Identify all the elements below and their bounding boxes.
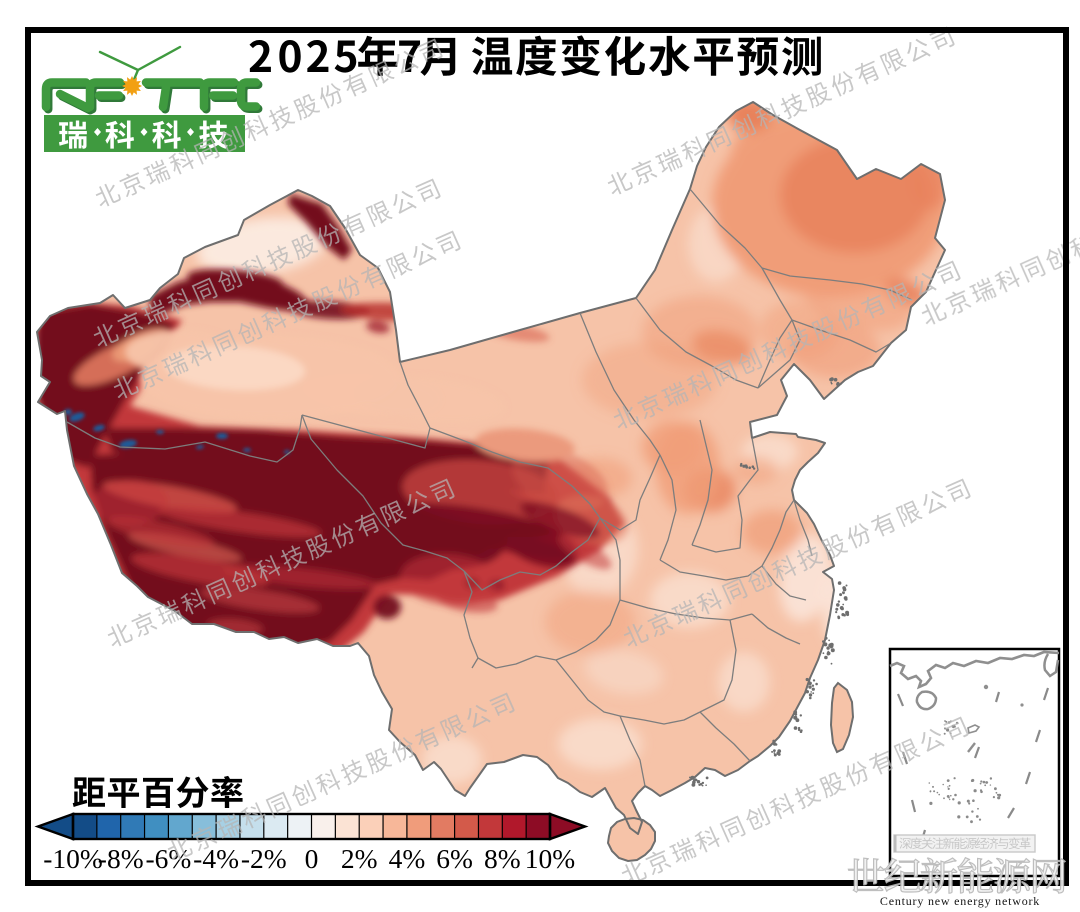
svg-text:8%: 8% (484, 843, 521, 874)
svg-text:-6%: -6% (145, 843, 191, 874)
svg-text:-2%: -2% (241, 843, 287, 874)
svg-text:4%: 4% (389, 843, 426, 874)
svg-text:6%: 6% (436, 843, 473, 874)
svg-text:-4%: -4% (193, 843, 239, 874)
svg-text:0: 0 (305, 843, 319, 874)
svg-text:-10%: -10% (43, 843, 103, 874)
svg-text:Century new energy network: Century new energy network (880, 894, 1040, 908)
svg-text:-8%: -8% (98, 843, 144, 874)
svg-text:2%: 2% (341, 843, 378, 874)
svg-text:10%: 10% (525, 843, 575, 874)
